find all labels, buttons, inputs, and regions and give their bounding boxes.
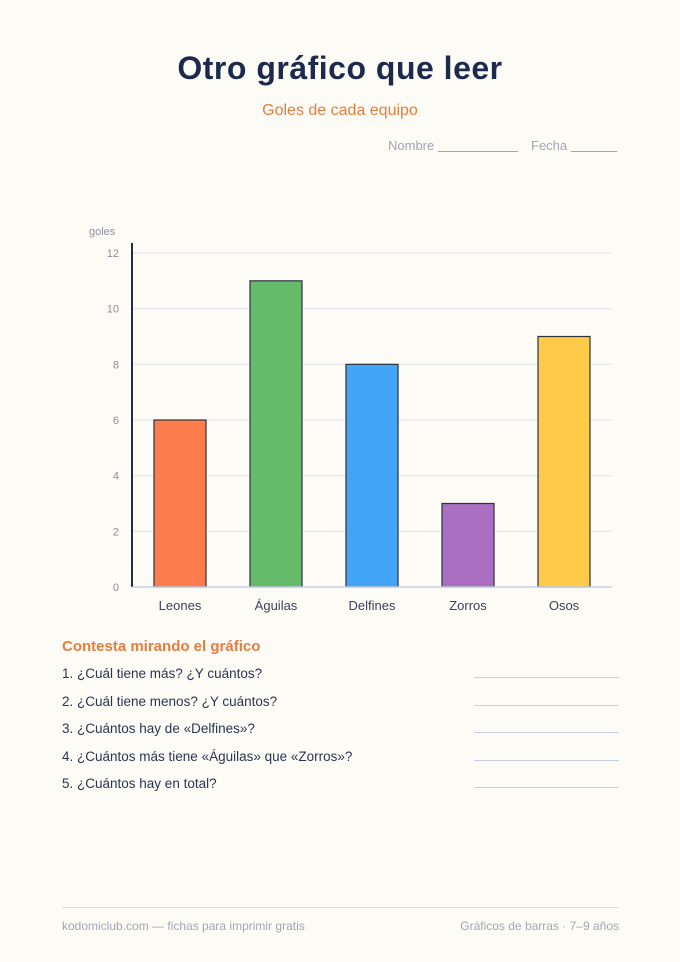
name-label: Nombre	[388, 138, 435, 153]
questions-heading: Contesta mirando el gráfico	[62, 638, 261, 655]
x-tick-label: Osos	[549, 598, 580, 613]
footer-site: kodomiclub.com — fichas para imprimir gr…	[62, 919, 305, 933]
question-4: 4. ¿Cuántos más tiene «Águilas» que «Zor…	[62, 748, 353, 764]
bar-delfines	[345, 363, 399, 588]
y-tick-label: 0	[113, 582, 119, 594]
bar-águilas	[249, 280, 303, 588]
y-tick-label: 12	[107, 248, 119, 260]
bars	[153, 280, 591, 588]
question-3: 3. ¿Cuántos hay de «Delfines»?	[62, 721, 255, 736]
answer-line-5[interactable]	[474, 787, 619, 788]
y-tick-label: 8	[113, 359, 119, 371]
bar-chart: 0 2 4 6 8 10 12 Leones Águilas Delfines Zorros Osos…	[89, 226, 612, 613]
answer-line-2[interactable]	[474, 704, 619, 706]
bar-leones	[153, 419, 207, 588]
answer-line-1[interactable]	[474, 677, 619, 678]
answer-line-3[interactable]	[474, 732, 619, 733]
x-tick-label: Delfines	[349, 598, 396, 613]
question-1: 1. ¿Cuál tiene más? ¿Y cuántos?	[62, 666, 263, 681]
y-tick-label: 2	[113, 526, 119, 538]
y-tick-label: 6	[113, 415, 119, 427]
chart-subtitle: Goles de cada equipo	[262, 102, 418, 119]
axes: 0 2 4 6 8 10 12 Leones Águilas Delfines Zorros Osos	[107, 243, 612, 613]
name-field: Nombre	[388, 138, 518, 153]
answer-line-4[interactable]	[474, 759, 619, 761]
question-5: 5. ¿Cuántos hay en total?	[62, 776, 217, 791]
date-line[interactable]	[570, 151, 617, 152]
date-label: Fecha	[531, 138, 568, 153]
name-line[interactable]	[437, 151, 518, 152]
date-field: Fecha	[531, 138, 617, 153]
y-axis-label: goles	[89, 226, 116, 238]
page-title: Otro gráfico que leer	[177, 50, 503, 86]
footer-category: Gráficos de barras · 7–9 años	[460, 919, 619, 933]
x-tick-label: Águilas	[255, 598, 298, 613]
x-tick-label: Leones	[159, 598, 202, 613]
x-tick-label: Zorros	[449, 598, 487, 613]
question-2: 2. ¿Cuál tiene menos? ¿Y cuántos?	[62, 693, 278, 709]
bar-osos	[537, 335, 591, 588]
bar-zorros	[441, 502, 495, 588]
y-tick-label: 4	[113, 471, 119, 483]
footer-divider	[62, 907, 619, 908]
y-tick-label: 10	[107, 304, 119, 316]
